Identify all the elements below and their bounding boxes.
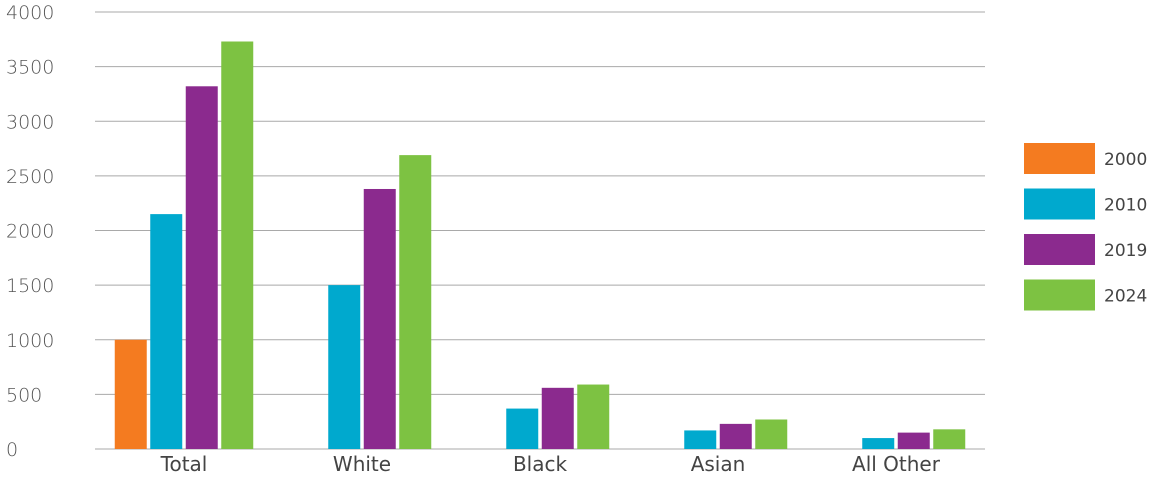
bar-total-2019 xyxy=(185,86,218,449)
bar-all-other-2010 xyxy=(862,438,895,449)
y-tick-label: 0 xyxy=(6,439,18,461)
bar-asian-2019 xyxy=(719,423,752,449)
y-tick-label: 3500 xyxy=(6,57,54,79)
bar-total-2000 xyxy=(114,339,147,449)
y-tick-label: 500 xyxy=(6,384,42,406)
y-tick-label: 4000 xyxy=(6,2,54,24)
bar-total-2024 xyxy=(221,41,254,450)
legend: 2000 2010 2019 2024 xyxy=(1024,143,1147,311)
bar-white-2019 xyxy=(363,188,396,450)
bar-black-2019 xyxy=(541,387,574,449)
bar-black-2010 xyxy=(506,408,539,449)
bar-all-other-2024 xyxy=(933,429,966,449)
x-tick-label: Total xyxy=(160,452,208,476)
x-tick-label: Asian xyxy=(691,452,746,476)
x-tick-label: White xyxy=(333,452,391,476)
legend-swatch xyxy=(1024,234,1095,265)
x-tick-label: Black xyxy=(513,452,568,476)
legend-swatch xyxy=(1024,279,1095,311)
bar-total-2010 xyxy=(150,214,183,449)
bars xyxy=(114,41,966,450)
legend-swatch xyxy=(1024,188,1095,220)
y-tick-label: 2500 xyxy=(6,166,54,188)
y-axis-ticks: 0 500 1000 1500 2000 2500 3000 3500 4000 xyxy=(6,2,54,461)
y-tick-label: 1500 xyxy=(6,275,54,297)
y-tick-label: 2000 xyxy=(6,221,54,243)
bar-black-2024 xyxy=(577,384,610,449)
bar-asian-2010 xyxy=(684,430,717,449)
x-tick-label: All Other xyxy=(852,452,941,476)
bar-asian-2024 xyxy=(755,419,788,449)
legend-swatch xyxy=(1024,143,1095,174)
bar-white-2010 xyxy=(328,285,361,449)
legend-label: 2000 xyxy=(1104,150,1147,170)
x-axis-labels: Total White Black Asian All Other xyxy=(160,452,941,476)
legend-label: 2024 xyxy=(1104,287,1147,307)
legend-label: 2019 xyxy=(1104,241,1147,261)
legend-label: 2010 xyxy=(1104,196,1147,216)
y-tick-label: 1000 xyxy=(6,330,54,352)
bar-white-2024 xyxy=(399,155,432,449)
y-tick-label: 3000 xyxy=(6,111,54,133)
bar-all-other-2019 xyxy=(897,432,930,449)
